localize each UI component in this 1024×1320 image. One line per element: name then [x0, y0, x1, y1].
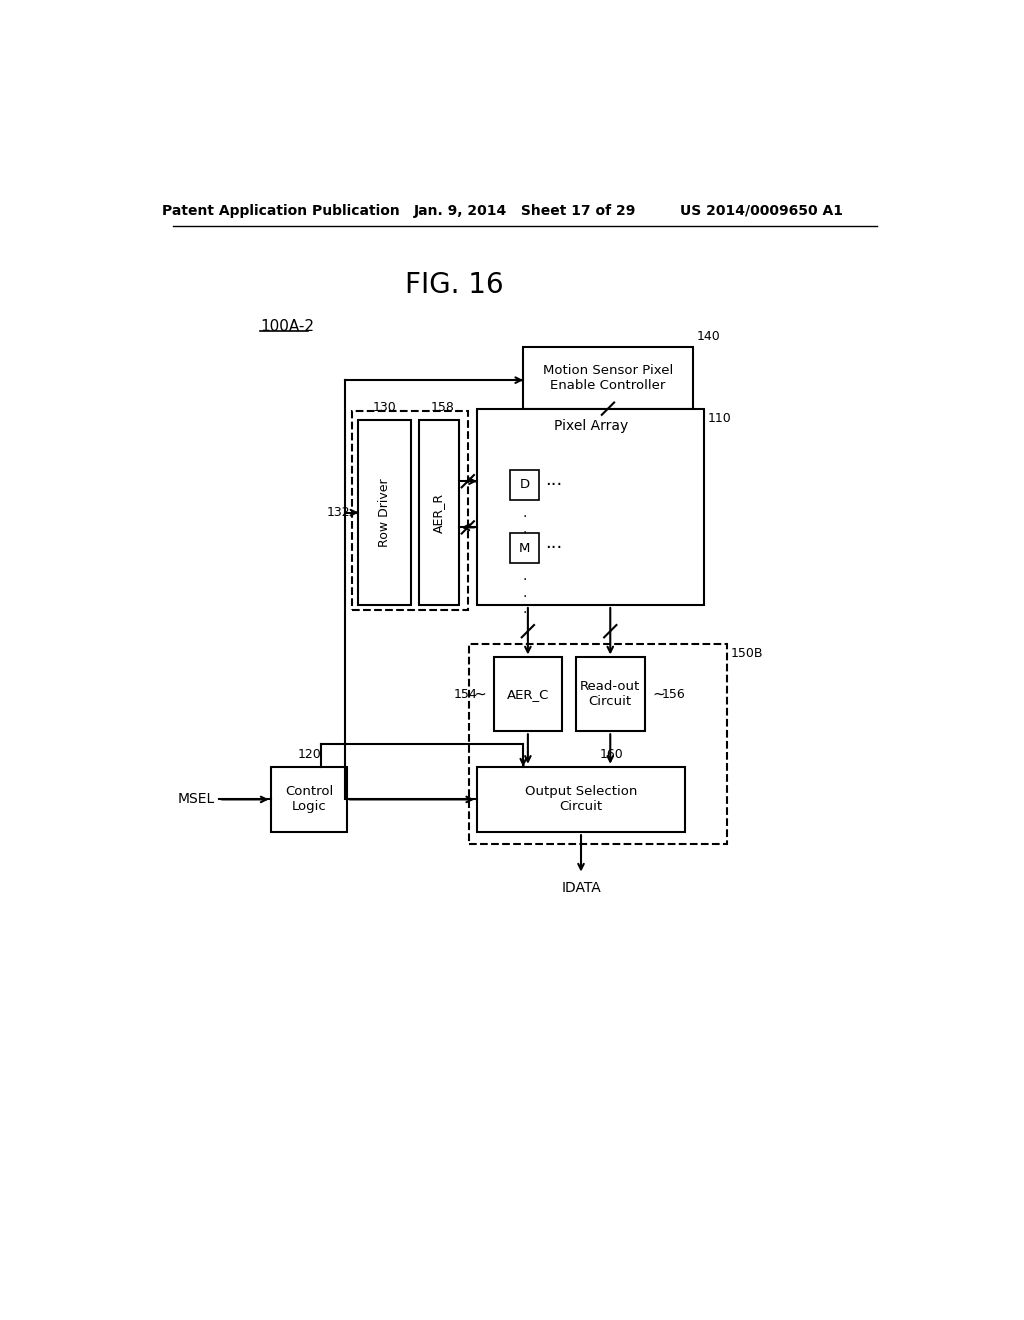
Text: Motion Sensor Pixel
Enable Controller: Motion Sensor Pixel Enable Controller	[543, 364, 673, 392]
Text: 154: 154	[454, 688, 477, 701]
Bar	[523, 347, 692, 409]
Text: 130: 130	[373, 401, 396, 414]
Text: D: D	[520, 478, 529, 491]
Text: 100A-2: 100A-2	[260, 318, 314, 334]
Text: Read-out
Circuit: Read-out Circuit	[581, 680, 640, 709]
Text: 120: 120	[297, 747, 322, 760]
Text: Output Selection
Circuit: Output Selection Circuit	[525, 785, 637, 813]
Text: US 2014/0009650 A1: US 2014/0009650 A1	[681, 203, 844, 218]
Text: FIG. 16: FIG. 16	[404, 272, 503, 300]
Text: Row Driver: Row Driver	[378, 478, 391, 546]
Text: Control
Logic: Control Logic	[285, 785, 334, 813]
Text: 150B: 150B	[731, 647, 764, 660]
Text: M: M	[519, 541, 530, 554]
Text: ~: ~	[652, 686, 666, 702]
Bar	[510, 533, 540, 562]
Text: 158: 158	[430, 401, 455, 414]
Text: 132: 132	[327, 506, 351, 519]
Bar	[477, 767, 685, 832]
Text: 156: 156	[662, 688, 686, 701]
Bar	[419, 420, 459, 605]
Text: ~: ~	[473, 686, 486, 702]
Bar	[469, 644, 727, 843]
Bar	[575, 657, 645, 731]
Text: 140: 140	[696, 330, 720, 343]
Text: AER_C: AER_C	[507, 688, 549, 701]
Text: ·
·
·: · · ·	[522, 573, 527, 620]
Text: MSEL: MSEL	[178, 792, 215, 807]
Bar	[494, 657, 562, 731]
Text: 160: 160	[600, 747, 624, 760]
Text: AER_R: AER_R	[432, 492, 445, 533]
Text: IDATA: IDATA	[561, 880, 601, 895]
Text: ···: ···	[546, 477, 563, 494]
Bar	[477, 409, 705, 605]
Text: Patent Application Publication: Patent Application Publication	[162, 203, 399, 218]
Bar	[271, 767, 347, 832]
Text: 110: 110	[708, 412, 732, 425]
Bar	[358, 420, 411, 605]
Bar	[352, 411, 468, 610]
Text: Pixel Array: Pixel Array	[554, 418, 628, 433]
Text: Jan. 9, 2014   Sheet 17 of 29: Jan. 9, 2014 Sheet 17 of 29	[414, 203, 636, 218]
Text: ···: ···	[546, 539, 563, 557]
Bar	[510, 470, 540, 499]
Text: ·
·
·: · · ·	[522, 511, 527, 557]
